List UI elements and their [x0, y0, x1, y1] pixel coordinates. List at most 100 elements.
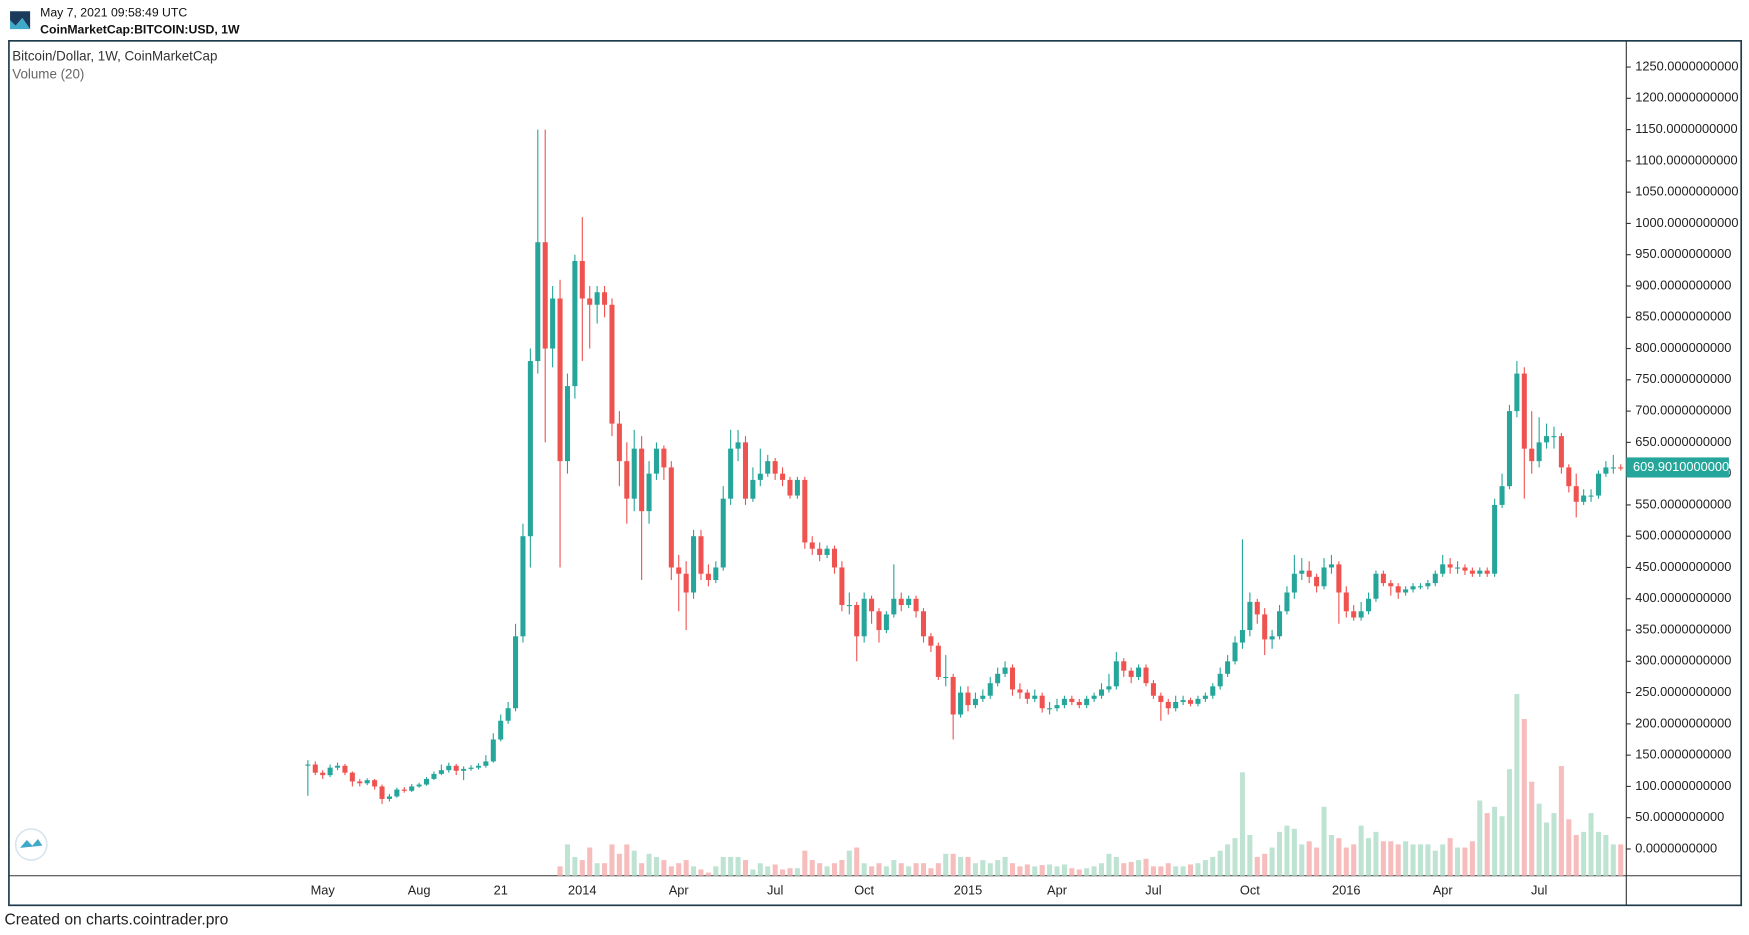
x-tick-label: Aug — [408, 883, 431, 898]
volume-bar — [1032, 866, 1038, 876]
volume-bar — [1232, 838, 1238, 876]
candle-body — [386, 796, 392, 799]
volume-bar — [1462, 847, 1468, 876]
volume-bar — [750, 869, 756, 876]
y-tick-label: 1100.0000000000 — [1635, 152, 1737, 167]
candle-body — [713, 567, 719, 580]
candle-body — [468, 767, 474, 769]
volume-bar — [564, 844, 570, 876]
candle-body — [1343, 592, 1349, 612]
volume-bar — [735, 856, 741, 876]
volume-bar — [1499, 816, 1505, 876]
volume-bar — [668, 866, 674, 876]
candle-body — [312, 764, 318, 773]
candle-body — [1321, 567, 1327, 587]
volume-bar — [631, 850, 637, 876]
volume-bar — [1106, 853, 1112, 876]
volume-bar — [1091, 866, 1097, 876]
candle-body — [787, 479, 793, 496]
x-tick-label: 2014 — [568, 883, 597, 898]
x-tick-label: Jul — [1531, 883, 1547, 898]
candle-body — [364, 780, 370, 784]
candle-body — [1314, 576, 1320, 587]
volume-bar — [1009, 863, 1016, 876]
candle-body — [1351, 611, 1357, 618]
volume-bar — [817, 863, 823, 876]
candle-body — [698, 536, 704, 574]
volume-bar — [587, 847, 593, 876]
volume-bar — [883, 866, 889, 876]
candle-body — [1180, 700, 1186, 702]
y-tick-label: 1150.0000000000 — [1635, 121, 1737, 136]
volume-bar — [683, 860, 689, 876]
candle-body — [854, 605, 860, 637]
candle-body — [1269, 636, 1275, 640]
y-tick-label: 900.0000000000 — [1635, 277, 1731, 292]
candle-body — [1380, 573, 1386, 584]
volume-bar — [1165, 863, 1171, 876]
candle-body — [831, 548, 838, 568]
candle-body — [342, 765, 348, 773]
volume-bar — [1484, 813, 1490, 876]
candle-body — [846, 605, 852, 607]
candle-body — [572, 260, 578, 387]
volume-bar — [809, 860, 815, 876]
candle-body — [1039, 695, 1045, 709]
x-tick-label: Jul — [767, 883, 783, 898]
volume-bar — [943, 853, 949, 876]
candle-body — [950, 676, 956, 715]
candle-body — [1047, 708, 1053, 710]
candle-body — [1536, 442, 1542, 462]
y-tick-label: 100.0000000000 — [1635, 778, 1731, 793]
last-price-box — [1626, 457, 1729, 478]
candle-body — [794, 479, 800, 496]
volume-bar — [1284, 825, 1290, 876]
volume-bar — [602, 863, 608, 876]
candle-body — [691, 536, 697, 593]
candle-body — [1165, 701, 1171, 709]
watermark-logo — [14, 828, 48, 861]
y-tick-label: 500.0000000000 — [1635, 528, 1731, 543]
volume-bar — [1299, 844, 1305, 876]
candle-body — [446, 765, 452, 771]
candle-body — [305, 764, 311, 766]
y-tick-label: 650.0000000000 — [1635, 434, 1731, 449]
candle-body — [728, 448, 734, 499]
candle-body — [579, 260, 585, 299]
candle-body — [646, 473, 652, 512]
volume-bar — [1447, 838, 1453, 876]
volume-bar — [1084, 868, 1090, 876]
candle-body — [1247, 601, 1253, 631]
candle-body — [1113, 661, 1119, 687]
candle-body — [1573, 486, 1579, 502]
candle-body — [735, 442, 741, 449]
candle-body — [1150, 683, 1156, 696]
candle-body — [1173, 701, 1179, 709]
y-tick-label: 1250.0000000000 — [1635, 58, 1738, 73]
candle-body — [1239, 630, 1245, 643]
candle-body — [742, 442, 749, 499]
candle-body — [1076, 701, 1082, 706]
candle-body — [1158, 695, 1164, 702]
volume-bar — [1069, 868, 1075, 876]
candle-body — [906, 598, 912, 606]
candle-body — [883, 614, 889, 631]
volume-bar — [1603, 834, 1609, 876]
candle-body — [1069, 698, 1075, 702]
candle-body — [1091, 695, 1097, 699]
y-tick-label: 950.0000000000 — [1635, 246, 1731, 261]
y-tick-label: 700.0000000000 — [1635, 402, 1731, 417]
candle-body — [1395, 586, 1401, 593]
candle-body — [750, 479, 756, 499]
y-tick-label: 1200.0000000000 — [1635, 90, 1738, 105]
volume-bar — [1618, 844, 1624, 876]
volume-bar — [1314, 847, 1320, 876]
volume-bar — [1254, 856, 1260, 876]
volume-bar — [1321, 806, 1327, 876]
volume-bar — [1536, 803, 1542, 876]
candle-body — [639, 448, 645, 512]
volume-bar — [1610, 844, 1616, 876]
candle-body — [1032, 695, 1038, 699]
volume-bar — [831, 863, 838, 876]
volume-bar — [1291, 828, 1297, 876]
